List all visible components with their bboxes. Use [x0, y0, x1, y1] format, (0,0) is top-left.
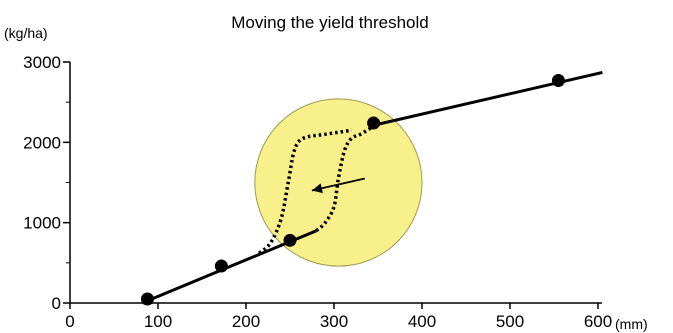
x-tick-label: 100 — [144, 312, 172, 331]
x-tick-label: 200 — [232, 312, 260, 331]
x-tick-label: 300 — [320, 312, 348, 331]
chart-title: Moving the yield threshold — [231, 13, 429, 32]
data-point — [214, 259, 228, 273]
y-tick-label: 2000 — [23, 133, 61, 152]
data-point — [551, 73, 565, 87]
y-tick-label: 1000 — [23, 214, 61, 233]
data-point — [140, 292, 154, 306]
highlight-circle — [254, 98, 423, 267]
y-tick-label: 3000 — [23, 53, 61, 72]
x-tick-label: 500 — [496, 312, 524, 331]
y-axis-label: (kg/ha) — [4, 25, 48, 41]
data-point — [367, 116, 381, 130]
data-point — [283, 233, 297, 247]
dotted-response-curve — [315, 124, 375, 233]
x-tick-label: 0 — [65, 312, 74, 331]
dotted-response-curve — [258, 128, 352, 255]
x-tick-label: 400 — [408, 312, 436, 331]
y-tick-label: 0 — [52, 294, 61, 313]
x-axis-label: (mm) — [615, 316, 648, 332]
response-line — [368, 70, 603, 128]
shift-arrow-head — [312, 183, 323, 194]
x-tick-label: 600 — [584, 312, 612, 331]
